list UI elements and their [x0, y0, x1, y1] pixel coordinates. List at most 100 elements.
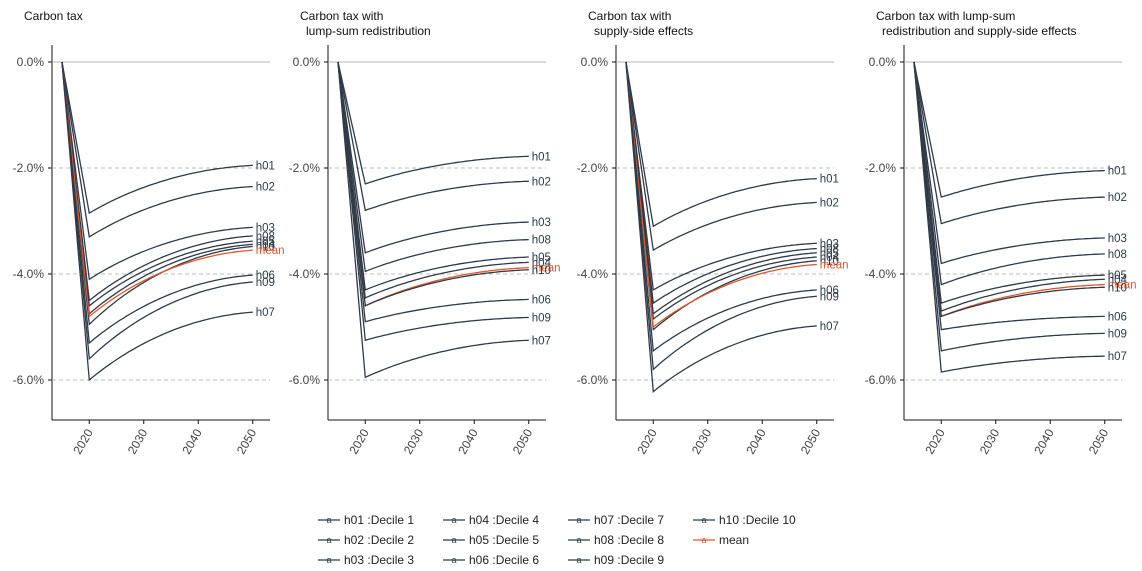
y-tick-label: -4.0% [865, 267, 897, 281]
series-label-h03: h03 [256, 222, 275, 234]
series-label-h09: h09 [532, 312, 551, 324]
legend-key-h09: a [568, 554, 590, 566]
y-tick-label: 0.0% [293, 55, 321, 69]
series-line-h06 [913, 61, 1105, 331]
legend-label: h05 :Decile 5 [469, 533, 540, 547]
series-line-h01 [337, 61, 529, 185]
series-label-h02: h02 [532, 176, 551, 188]
series-label-h05: h05 [1108, 270, 1127, 282]
series-label-mean: mean [820, 259, 849, 271]
series-label-mean: mean [256, 245, 285, 257]
series-label-h05: h05 [532, 252, 551, 264]
series-line-h06 [625, 61, 817, 353]
series-label-h01: h01 [532, 151, 551, 163]
panel-title: supply-side effects [594, 24, 693, 38]
series-label-h04: h04 [1108, 274, 1128, 286]
x-tick-label: 2030 [401, 426, 427, 456]
legend-key-h03: a [318, 554, 340, 566]
legend: a h01 :Decile 1 a h02 :Decile 2 a h03 :Decile… [318, 510, 838, 570]
svg-text:a: a [576, 515, 581, 525]
legend-label: h07 :Decile 7 [594, 513, 665, 527]
legend-label: h10 :Decile 10 [719, 513, 796, 527]
series-line-h05 [625, 61, 817, 316]
series-line-h03 [625, 61, 817, 291]
series-label-h09: h09 [1108, 328, 1127, 340]
svg-text:a: a [451, 515, 456, 525]
series-line-h08 [913, 61, 1105, 286]
legend-item-h07: a h07 :Decile 7 [568, 510, 693, 530]
series-line-h06 [61, 61, 253, 345]
series-label-h03: h03 [532, 217, 551, 229]
series-label-h02: h02 [256, 182, 275, 194]
series-line-h09 [61, 61, 253, 361]
legend-item-h08: a h08 :Decile 8 [568, 530, 693, 550]
series-line-mean [913, 61, 1105, 318]
legend-key-h01: a [318, 514, 340, 526]
series-line-h07 [625, 61, 817, 393]
series-label-h02: h02 [1108, 192, 1127, 204]
legend-label: mean [719, 533, 750, 547]
series-line-h07 [337, 61, 529, 379]
x-tick-label: 2040 [179, 426, 205, 456]
series-label-h01: h01 [256, 160, 275, 172]
series-line-h08 [61, 61, 253, 302]
series-line-h06 [337, 61, 529, 323]
legend-key-mean: a [693, 534, 715, 546]
series-label-h07: h07 [1108, 351, 1127, 363]
panel-1: Carbon tax 0.0% -2.0% -4.0% -6.0% 2020 2030 204… [13, 9, 285, 457]
legend-key-h02: a [318, 534, 340, 546]
x-tick-label: 2050 [1086, 426, 1112, 456]
x-tick-label: 2050 [234, 426, 260, 456]
y-tick-label: -2.0% [865, 161, 897, 175]
y-tick-label: 0.0% [17, 55, 45, 69]
series-label-h07: h07 [256, 307, 275, 319]
series-line-h09 [337, 61, 529, 342]
series-label-h07: h07 [820, 321, 839, 333]
series-line-h08 [625, 61, 817, 305]
series-line-h05 [61, 61, 253, 308]
series-line-h01 [625, 61, 817, 228]
series-line-h05 [913, 61, 1105, 304]
y-tick-label: -2.0% [577, 161, 609, 175]
svg-text:a: a [326, 535, 331, 545]
series-label-h09: h09 [256, 277, 275, 289]
x-tick-label: 2040 [455, 426, 481, 456]
svg-text:a: a [701, 515, 706, 525]
x-tick-label: 2020 [346, 426, 372, 456]
series-line-h04 [625, 61, 817, 321]
series-line-h04 [337, 61, 529, 299]
series-label-h08: h08 [1108, 249, 1127, 261]
series-label-h05: h05 [256, 236, 275, 248]
series-line-h03 [337, 61, 529, 254]
y-tick-label: -4.0% [577, 267, 609, 281]
series-label-h09: h09 [820, 291, 839, 303]
series-line-h09 [625, 61, 817, 371]
legend-item-h09: a h09 :Decile 9 [568, 550, 693, 570]
legend-item-h02: a h02 :Decile 2 [318, 530, 443, 550]
svg-text:a: a [326, 555, 331, 565]
panel-title: lump-sum redistribution [306, 24, 431, 38]
svg-text:a: a [576, 555, 581, 565]
y-tick-label: -2.0% [289, 161, 321, 175]
series-line-h10 [337, 61, 529, 307]
series-line-h10 [61, 61, 253, 326]
y-tick-label: 0.0% [869, 55, 897, 69]
svg-text:a: a [326, 515, 331, 525]
series-line-h07 [61, 61, 253, 382]
panel-title: Carbon tax with lump-sum [876, 9, 1015, 23]
legend-key-h07: a [568, 514, 590, 526]
x-tick-label: 2020 [634, 426, 660, 456]
series-line-h03 [61, 61, 253, 281]
series-label-h03: h03 [1108, 233, 1127, 245]
svg-text:a: a [576, 535, 581, 545]
legend-label: h04 :Decile 4 [469, 513, 540, 527]
series-label-h10: h10 [1108, 282, 1127, 294]
series-label-mean: mean [1108, 280, 1137, 292]
series-label-h07: h07 [532, 335, 551, 347]
series-line-h07 [913, 61, 1105, 373]
series-label-h10: h10 [820, 256, 839, 268]
legend-item-h05: a h05 :Decile 5 [443, 530, 568, 550]
